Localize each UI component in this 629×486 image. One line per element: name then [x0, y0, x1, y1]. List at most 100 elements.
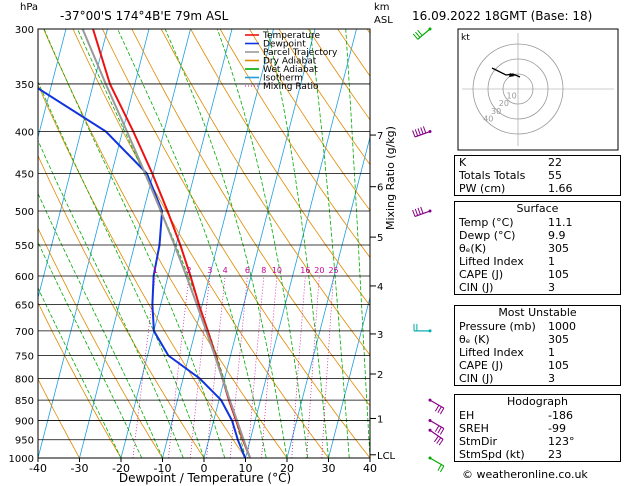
km-tick-label: 7: [377, 131, 383, 142]
index-row-k: K 22: [455, 156, 620, 169]
wet-adiabat-line: [38, 139, 184, 458]
mixing-ratio-tick-label: 20: [314, 266, 324, 275]
km-tick-label: 3: [377, 330, 383, 341]
wind-barb: [412, 27, 432, 40]
km-tick-label: 1: [377, 414, 383, 425]
surface-label: CAPE (J): [459, 268, 504, 281]
mixing-ratio-tick-label: 4: [223, 266, 228, 275]
mixing-ratio-line: [206, 275, 226, 458]
x-tick-label: -20: [112, 462, 130, 475]
km-tick-label: 2: [377, 370, 383, 381]
hodo-value: 23: [548, 448, 562, 461]
legend-label: Temperature: [262, 31, 320, 41]
mixing-ratio-tick-label: 16: [300, 266, 310, 275]
mu-label: CIN (J): [459, 372, 494, 385]
mixing-ratio-line: [229, 275, 248, 458]
y-tick-label: 800: [15, 374, 34, 385]
surface-value: 3: [548, 281, 555, 294]
y-tick-label: 600: [15, 272, 34, 283]
series-line-temperature: [92, 29, 252, 458]
index-value: 1.66: [548, 182, 573, 195]
isotherm-line: [120, 29, 233, 458]
mu-value: 1000: [548, 320, 576, 333]
hodo-row: EH -186: [455, 409, 620, 422]
mixing-ratio-tick-label: 25: [328, 266, 338, 275]
y-tick-label: 350: [15, 80, 34, 91]
mu-value: 105: [548, 359, 569, 372]
x-axis-label: Dewpoint / Temperature (°C): [118, 471, 292, 485]
y-tick-label: 850: [15, 396, 34, 407]
surface-label: CIN (J): [459, 281, 494, 294]
km-tick-label: 6: [377, 183, 383, 194]
x-tick-label: 20: [280, 462, 294, 475]
surface-row: Dewp (°C) 9.9: [455, 229, 620, 242]
y-tick-label: 450: [15, 169, 34, 180]
surface-value: 9.9: [548, 229, 566, 242]
y-tick-label: 550: [15, 241, 34, 252]
legend-label: Wet Adiabat: [263, 65, 318, 75]
hodograph-title: Hodograph: [455, 394, 620, 409]
hodograph-ring-label: 30: [491, 107, 501, 116]
surface-value: 1: [548, 255, 555, 268]
surface-row: CAPE (J) 105: [455, 268, 620, 281]
wind-barb: [412, 206, 432, 218]
surface-row: Lifted Index 1: [455, 255, 620, 268]
mixing-ratio-line: [247, 275, 265, 458]
y-tick-label: 400: [15, 128, 34, 139]
location-title: -37°00'S 174°4B'E 79m ASL: [60, 9, 229, 23]
legend-label: Dewpoint: [263, 40, 306, 50]
mu-value: 1: [548, 346, 555, 359]
wet-adiabat-line: [309, 29, 350, 458]
index-row-tt: Totals Totals 55: [455, 169, 620, 182]
surface-value: 11.1: [548, 216, 573, 229]
height-unit-label: km: [374, 2, 390, 13]
mixing-ratio-tick-label: 1: [153, 266, 158, 275]
isotherm-line: [245, 29, 357, 458]
mixing-ratio-line: [132, 275, 156, 458]
mixing-ratio-line: [306, 275, 320, 458]
hodograph-ring-label: 20: [499, 99, 509, 108]
mixing-ratio-line: [190, 275, 211, 458]
series-line-dewpoint: [38, 87, 247, 458]
surface-value: 305: [548, 242, 569, 255]
wind-barb: [428, 456, 445, 473]
height-ref-label: ASL: [374, 15, 393, 26]
x-tick-label: -30: [71, 462, 89, 475]
dry-adiabat-line: [160, 29, 370, 356]
hodo-label: StmDir: [459, 435, 498, 448]
km-tick-label: LCL: [377, 451, 396, 462]
surface-label: θₑ(K): [459, 242, 487, 255]
legend-label: Dry Adiabat: [263, 57, 317, 67]
x-tick-label: -40: [29, 462, 47, 475]
wet-adiabat-line: [266, 29, 329, 458]
most-unstable-title: Most Unstable: [455, 305, 620, 320]
isotherm-line: [38, 29, 150, 458]
surface-value: 105: [548, 268, 569, 281]
mu-row: θₑ (K) 305: [455, 333, 620, 346]
credit-text: © weatheronline.co.uk: [462, 468, 588, 481]
mu-row: Lifted Index 1: [455, 346, 620, 359]
surface-title: Surface: [455, 201, 620, 216]
mixing-ratio-tick-label: 3: [207, 266, 212, 275]
series-line-parcel-trajectory: [81, 29, 252, 458]
hodo-value: -99: [548, 422, 566, 435]
mu-label: Lifted Index: [459, 346, 524, 359]
index-label: Totals Totals: [459, 169, 526, 182]
x-tick-label: 0: [201, 462, 208, 475]
legend-label: Mixing Ratio: [263, 82, 319, 92]
y-tick-label: 650: [15, 301, 34, 312]
hodograph-unit-label: kt: [461, 33, 470, 43]
mixing-ratio-line: [291, 275, 306, 458]
isotherm-line: [203, 29, 316, 458]
y-tick-label: 900: [15, 416, 34, 427]
legend-label: Isotherm: [263, 74, 303, 84]
dry-adiabat-line: [219, 29, 370, 259]
most-unstable-table: Most Unstable Pressure (mb) 1000 θₑ (K) 30…: [454, 305, 621, 386]
hodo-label: EH: [459, 409, 475, 422]
mixing-ratio-line: [168, 275, 190, 458]
isotherm-line: [286, 135, 370, 458]
dry-adiabat-line: [249, 29, 370, 212]
surface-label: Lifted Index: [459, 255, 524, 268]
wind-barb: [428, 418, 445, 435]
